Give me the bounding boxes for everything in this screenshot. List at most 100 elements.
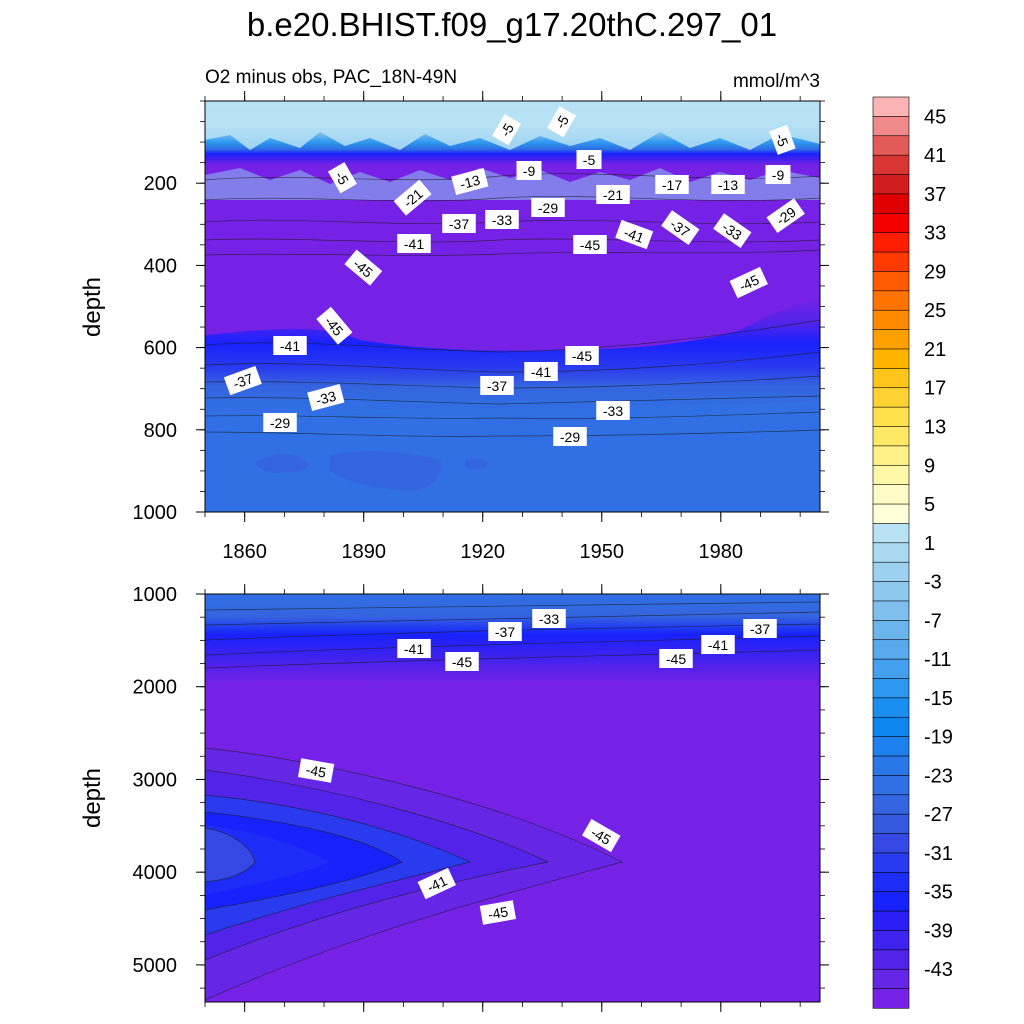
contour-label-bg [711, 175, 745, 194]
colorbar-swatch [872, 387, 910, 408]
contour-label-bg [769, 124, 796, 155]
contour-label-text: -45 [487, 903, 510, 922]
contour-label: -41 [397, 639, 431, 658]
colorbar-swatch [872, 852, 910, 873]
colorbar-label: -31 [924, 843, 953, 865]
contour-label-bg [713, 213, 752, 248]
colorbar-swatch [872, 329, 910, 350]
contour-label-text: -45 [305, 761, 328, 780]
contour-label-bg [765, 165, 791, 184]
contour-label-bg [485, 210, 519, 229]
colorbar-swatch [872, 930, 910, 951]
contour-label-bg [573, 235, 607, 254]
colorbar-swatch [872, 135, 910, 156]
contour-label-bg [581, 818, 621, 853]
contour-label-bg [327, 162, 357, 194]
contour-label-bg [532, 609, 566, 628]
colorbar-swatch [872, 891, 910, 912]
contour-label: -45 [445, 652, 479, 671]
contour-label: -5 [769, 124, 796, 155]
contour-label: -41 [273, 336, 307, 355]
colorbar-swatch [872, 794, 910, 815]
contour-label-text: -13 [458, 172, 482, 193]
colorbar-label: 25 [924, 300, 946, 322]
units-label: mmol/m^3 [733, 71, 820, 92]
colorbar-swatch [872, 193, 910, 214]
colorbar-swatch [872, 212, 910, 234]
colorbar-label: -19 [924, 727, 953, 749]
contour-label-text: -41 [424, 872, 449, 895]
colorbar-label: -3 [924, 572, 942, 594]
colorbar-swatch [872, 581, 910, 602]
contour-label: -41 [524, 362, 558, 381]
bottom-contour-field [205, 594, 820, 1002]
colorbar-swatch [872, 464, 910, 486]
bottom-panel: 1000 2000 3000 4000 5000 -33 -37 -41 -45 -45 -41 -… [79, 584, 829, 1012]
y-tick-label: 600 [144, 338, 177, 360]
colorbar-label: 9 [924, 455, 935, 477]
colorbar-swatch [872, 232, 910, 253]
colorbar-swatch [872, 658, 910, 680]
contour-label: -29 [263, 413, 297, 432]
colorbar-swatch [872, 968, 910, 990]
top-panel: O2 minus obs, PAC_18N-49N mmol/m^3 [79, 67, 829, 563]
contour-label-text: -41 [280, 338, 300, 354]
contour-label: -9 [516, 161, 542, 180]
contour-label: -37 [488, 622, 522, 641]
colorbar-swatch [872, 251, 910, 273]
contour-label-bg [661, 210, 700, 245]
colorbar-label: -23 [924, 765, 953, 787]
contour-label: -13 [451, 168, 489, 196]
contour-label: -45 [316, 306, 353, 345]
contour-label-bg [615, 219, 654, 250]
contour-label: -45 [479, 900, 517, 925]
colorbar-label: -35 [924, 882, 953, 904]
contour-label-bg [273, 336, 307, 355]
bottom-y-axis-label: depth [79, 768, 106, 828]
colorbar-swatch [872, 716, 910, 738]
contour-label-text: -5 [583, 152, 596, 168]
colorbar-swatch [872, 174, 910, 195]
contour-label-text: -13 [718, 177, 738, 193]
y-tick-label: 800 [144, 420, 177, 442]
colorbar-swatch [872, 775, 910, 796]
colorbar-label: -27 [924, 804, 953, 826]
colorbar-label: -7 [924, 610, 942, 632]
contour-label: -41 [701, 635, 735, 654]
contour-label-bg [565, 346, 599, 365]
contour-label-bg [297, 758, 335, 783]
contour-label: -29 [553, 427, 587, 446]
contour-label-bg [393, 179, 432, 216]
contour-label-text: -33 [539, 611, 559, 627]
contour-label: -21 [596, 185, 630, 204]
contour-label-text: -45 [580, 237, 600, 253]
colorbar-swatch [872, 639, 910, 660]
contour-label-bg [445, 652, 479, 671]
contour-label: -5 [492, 114, 522, 146]
colorbar-label: 37 [924, 184, 946, 206]
colorbar-label: 45 [924, 106, 946, 128]
contour-label: -45 [297, 758, 335, 783]
colorbar-swatch [872, 406, 910, 428]
contour-label-bg [223, 365, 262, 396]
colorbar-swatch [872, 542, 910, 563]
contour-label-bg [729, 266, 768, 299]
colorbar-label: -43 [924, 959, 953, 981]
contour-label: -5 [576, 150, 602, 169]
contour-label: -13 [711, 175, 745, 194]
colorbar-label: 17 [924, 378, 946, 400]
contour-label-text: -45 [452, 654, 472, 670]
colorbar-swatch [872, 96, 910, 117]
contour-label-text: -33 [314, 388, 338, 409]
contour-label-bg [488, 622, 522, 641]
contour-label-text: -9 [772, 167, 785, 183]
contour-label: -9 [765, 165, 791, 184]
top-y-axis-label: depth [79, 277, 106, 337]
bottom-axes: 1000 2000 3000 4000 5000 [133, 584, 829, 1012]
x-tick-label: 1980 [699, 541, 744, 563]
contour-label-bg [553, 427, 587, 446]
contour-label: -37 [442, 214, 476, 233]
contour-label-text: -41 [531, 364, 551, 380]
contour-label-bg [492, 114, 522, 146]
contour-label-bg [263, 413, 297, 432]
